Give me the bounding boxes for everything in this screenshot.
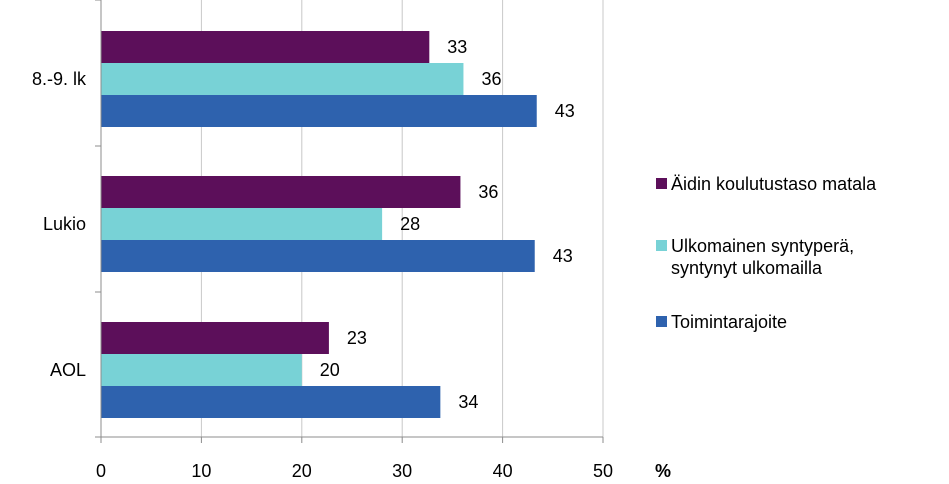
data-labels: 33 36 43 36 28 43 23 20 34 [320, 37, 575, 412]
legend-swatch-0 [656, 178, 667, 189]
bar-2-2 [101, 386, 441, 418]
x-tick-label-1: 10 [191, 461, 211, 481]
bar-2-0 [101, 322, 329, 354]
category-labels: 8.-9. lk Lukio AOL [32, 69, 87, 380]
legend-swatch-1 [656, 240, 667, 251]
legend-swatch-2 [656, 316, 667, 327]
bar-1-1 [101, 208, 383, 240]
legend-label-1: Ulkomainen syntyperä, syntynyt ulkomailla [671, 236, 854, 278]
x-tick-label-5: 50 [593, 461, 613, 481]
data-label-0-2: 43 [555, 101, 575, 121]
data-label-1-0: 36 [478, 182, 498, 202]
bar-0-1 [101, 63, 464, 95]
legend-label-line-1-0: Ulkomainen syntyperä, [671, 236, 854, 256]
legend: Äidin koulutustaso matala Ulkomainen synt… [656, 174, 877, 332]
category-label-2: AOL [50, 360, 86, 380]
data-label-2-1: 20 [320, 360, 340, 380]
data-label-0-1: 36 [481, 69, 501, 89]
bars [101, 31, 537, 418]
category-label-1: Lukio [43, 214, 86, 234]
x-axis-unit-label: % [655, 461, 671, 481]
bar-1-2 [101, 240, 535, 272]
x-tick-label-0: 0 [96, 461, 106, 481]
x-tick-labels: 0 10 20 30 40 50 [96, 461, 613, 481]
legend-label-2: Toimintarajoite [671, 312, 787, 332]
bar-1-0 [101, 176, 461, 208]
bar-0-2 [101, 95, 537, 127]
data-label-1-1: 28 [400, 214, 420, 234]
x-tick-label-4: 40 [493, 461, 513, 481]
data-label-0-0: 33 [447, 37, 467, 57]
category-label-0: 8.-9. lk [32, 69, 87, 89]
legend-label-0: Äidin koulutustaso matala [671, 174, 877, 194]
axes [95, 0, 604, 443]
data-label-1-2: 43 [553, 246, 573, 266]
x-tick-label-3: 30 [392, 461, 412, 481]
bar-2-1 [101, 354, 302, 386]
data-label-2-0: 23 [347, 328, 367, 348]
bar-0-0 [101, 31, 430, 63]
legend-label-line-1-1: syntynyt ulkomailla [671, 258, 823, 278]
data-label-2-2: 34 [458, 392, 478, 412]
x-tick-label-2: 20 [292, 461, 312, 481]
